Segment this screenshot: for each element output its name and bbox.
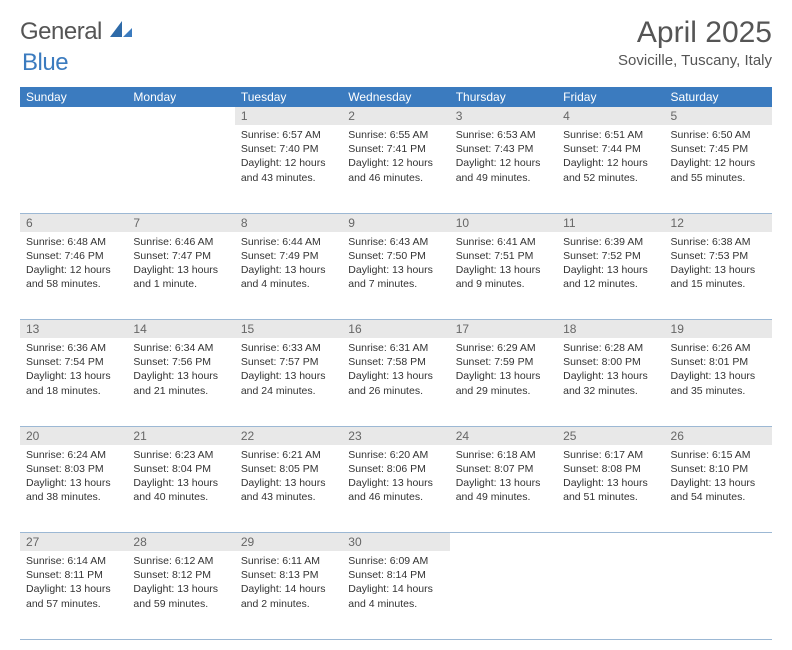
- day-body-cell: Sunrise: 6:31 AMSunset: 7:58 PMDaylight:…: [342, 338, 449, 426]
- weekday-header: Wednesday: [342, 87, 449, 107]
- day-number-cell: [665, 533, 772, 552]
- day-number-cell: 19: [665, 320, 772, 339]
- day-number-cell: [557, 533, 664, 552]
- day-number-cell: [20, 107, 127, 125]
- day-number-cell: 1: [235, 107, 342, 125]
- day-number-cell: 3: [450, 107, 557, 125]
- day-body-cell: Sunrise: 6:18 AMSunset: 8:07 PMDaylight:…: [450, 445, 557, 533]
- day-body-row: Sunrise: 6:57 AMSunset: 7:40 PMDaylight:…: [20, 125, 772, 213]
- day-body-cell: Sunrise: 6:21 AMSunset: 8:05 PMDaylight:…: [235, 445, 342, 533]
- weekday-header: Saturday: [665, 87, 772, 107]
- day-body-cell: [127, 125, 234, 213]
- day-number-cell: [450, 533, 557, 552]
- day-body-cell: Sunrise: 6:14 AMSunset: 8:11 PMDaylight:…: [20, 551, 127, 639]
- day-number-cell: 22: [235, 426, 342, 445]
- day-number-cell: 20: [20, 426, 127, 445]
- day-number-row: 13141516171819: [20, 320, 772, 339]
- day-body-cell: Sunrise: 6:28 AMSunset: 8:00 PMDaylight:…: [557, 338, 664, 426]
- brand-part1: General: [20, 18, 102, 46]
- day-number-row: 27282930: [20, 533, 772, 552]
- day-body-cell: Sunrise: 6:57 AMSunset: 7:40 PMDaylight:…: [235, 125, 342, 213]
- day-body-cell: Sunrise: 6:26 AMSunset: 8:01 PMDaylight:…: [665, 338, 772, 426]
- brand-logo: General: [20, 18, 136, 46]
- month-title: April 2025: [618, 18, 772, 48]
- day-number-cell: 7: [127, 213, 234, 232]
- day-body-cell: Sunrise: 6:24 AMSunset: 8:03 PMDaylight:…: [20, 445, 127, 533]
- day-number-cell: 4: [557, 107, 664, 125]
- day-body-cell: [557, 551, 664, 639]
- day-body-cell: Sunrise: 6:41 AMSunset: 7:51 PMDaylight:…: [450, 232, 557, 320]
- day-number-cell: 30: [342, 533, 449, 552]
- day-number-cell: 15: [235, 320, 342, 339]
- day-number-cell: 18: [557, 320, 664, 339]
- weekday-header: Monday: [127, 87, 234, 107]
- day-body-cell: Sunrise: 6:53 AMSunset: 7:43 PMDaylight:…: [450, 125, 557, 213]
- day-body-cell: Sunrise: 6:15 AMSunset: 8:10 PMDaylight:…: [665, 445, 772, 533]
- day-number-cell: 6: [20, 213, 127, 232]
- day-body-cell: Sunrise: 6:29 AMSunset: 7:59 PMDaylight:…: [450, 338, 557, 426]
- day-body-cell: [450, 551, 557, 639]
- weekday-header: Friday: [557, 87, 664, 107]
- day-number-cell: 13: [20, 320, 127, 339]
- day-body-cell: Sunrise: 6:34 AMSunset: 7:56 PMDaylight:…: [127, 338, 234, 426]
- day-number-cell: 5: [665, 107, 772, 125]
- day-number-cell: 26: [665, 426, 772, 445]
- day-number-cell: 2: [342, 107, 449, 125]
- day-body-cell: Sunrise: 6:36 AMSunset: 7:54 PMDaylight:…: [20, 338, 127, 426]
- day-body-cell: Sunrise: 6:17 AMSunset: 8:08 PMDaylight:…: [557, 445, 664, 533]
- day-body-cell: Sunrise: 6:20 AMSunset: 8:06 PMDaylight:…: [342, 445, 449, 533]
- calendar-page: General April 2025 Sovicille, Tuscany, I…: [0, 0, 792, 650]
- day-body-cell: Sunrise: 6:55 AMSunset: 7:41 PMDaylight:…: [342, 125, 449, 213]
- day-body-cell: Sunrise: 6:09 AMSunset: 8:14 PMDaylight:…: [342, 551, 449, 639]
- day-body-row: Sunrise: 6:24 AMSunset: 8:03 PMDaylight:…: [20, 445, 772, 533]
- calendar-table: Sunday Monday Tuesday Wednesday Thursday…: [20, 87, 772, 640]
- day-body-cell: [665, 551, 772, 639]
- day-number-cell: 10: [450, 213, 557, 232]
- day-body-cell: Sunrise: 6:12 AMSunset: 8:12 PMDaylight:…: [127, 551, 234, 639]
- day-body-cell: Sunrise: 6:38 AMSunset: 7:53 PMDaylight:…: [665, 232, 772, 320]
- weekday-header: Sunday: [20, 87, 127, 107]
- day-number-cell: 9: [342, 213, 449, 232]
- day-body-cell: Sunrise: 6:44 AMSunset: 7:49 PMDaylight:…: [235, 232, 342, 320]
- day-number-cell: 8: [235, 213, 342, 232]
- day-number-cell: 11: [557, 213, 664, 232]
- day-body-row: Sunrise: 6:48 AMSunset: 7:46 PMDaylight:…: [20, 232, 772, 320]
- weekday-header: Tuesday: [235, 87, 342, 107]
- day-body-cell: Sunrise: 6:46 AMSunset: 7:47 PMDaylight:…: [127, 232, 234, 320]
- day-number-cell: 27: [20, 533, 127, 552]
- day-number-cell: 21: [127, 426, 234, 445]
- brand-part2: Blue: [22, 49, 68, 76]
- day-number-cell: 29: [235, 533, 342, 552]
- day-number-cell: [127, 107, 234, 125]
- weekday-header: Thursday: [450, 87, 557, 107]
- day-body-row: Sunrise: 6:14 AMSunset: 8:11 PMDaylight:…: [20, 551, 772, 639]
- day-body-cell: Sunrise: 6:23 AMSunset: 8:04 PMDaylight:…: [127, 445, 234, 533]
- day-number-cell: 14: [127, 320, 234, 339]
- day-body-cell: [20, 125, 127, 213]
- day-number-cell: 12: [665, 213, 772, 232]
- calendar-body: 12345Sunrise: 6:57 AMSunset: 7:40 PMDayl…: [20, 107, 772, 639]
- day-body-cell: Sunrise: 6:39 AMSunset: 7:52 PMDaylight:…: [557, 232, 664, 320]
- day-body-cell: Sunrise: 6:48 AMSunset: 7:46 PMDaylight:…: [20, 232, 127, 320]
- day-number-cell: 23: [342, 426, 449, 445]
- sail-icon: [108, 19, 134, 46]
- day-body-cell: Sunrise: 6:50 AMSunset: 7:45 PMDaylight:…: [665, 125, 772, 213]
- day-number-row: 6789101112: [20, 213, 772, 232]
- day-body-row: Sunrise: 6:36 AMSunset: 7:54 PMDaylight:…: [20, 338, 772, 426]
- day-number-cell: 16: [342, 320, 449, 339]
- day-number-row: 20212223242526: [20, 426, 772, 445]
- day-body-cell: Sunrise: 6:33 AMSunset: 7:57 PMDaylight:…: [235, 338, 342, 426]
- day-body-cell: Sunrise: 6:11 AMSunset: 8:13 PMDaylight:…: [235, 551, 342, 639]
- location-text: Sovicille, Tuscany, Italy: [618, 52, 772, 69]
- day-number-cell: 28: [127, 533, 234, 552]
- weekday-header-row: Sunday Monday Tuesday Wednesday Thursday…: [20, 87, 772, 107]
- day-body-cell: Sunrise: 6:43 AMSunset: 7:50 PMDaylight:…: [342, 232, 449, 320]
- day-body-cell: Sunrise: 6:51 AMSunset: 7:44 PMDaylight:…: [557, 125, 664, 213]
- day-number-cell: 24: [450, 426, 557, 445]
- day-number-cell: 25: [557, 426, 664, 445]
- title-block: April 2025 Sovicille, Tuscany, Italy: [618, 18, 772, 69]
- day-number-cell: 17: [450, 320, 557, 339]
- day-number-row: 12345: [20, 107, 772, 125]
